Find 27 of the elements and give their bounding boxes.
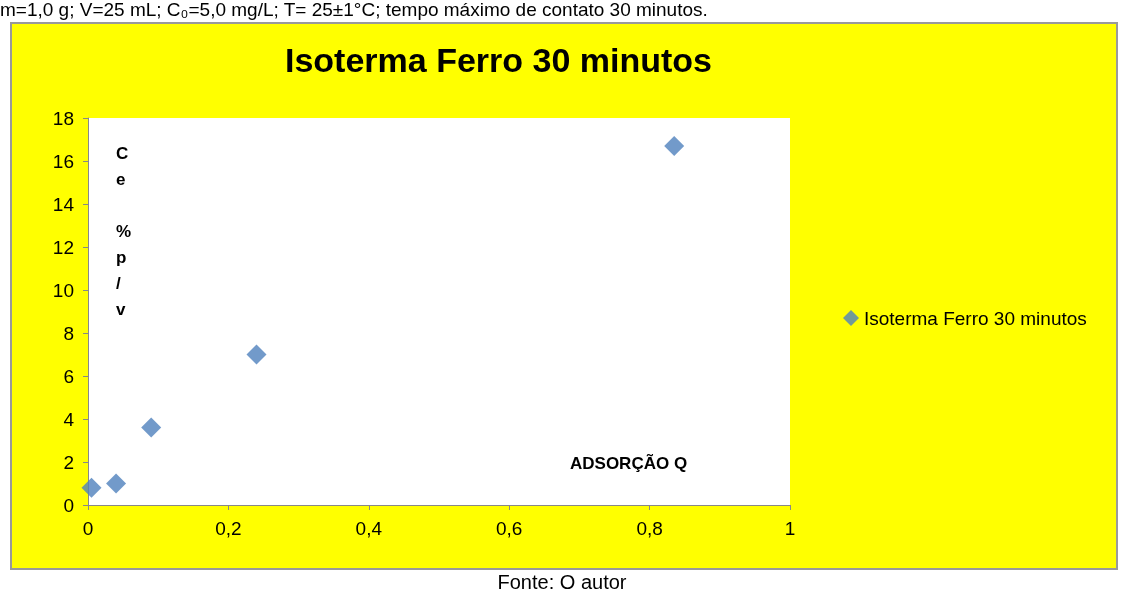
point — [664, 135, 685, 156]
text: Ce %p/v — [116, 143, 132, 319]
legend-label: Isoterma Ferro 30 minutos — [864, 307, 1087, 329]
y-tick-label: 14 — [52, 193, 75, 215]
x-tick-label: 0,6 — [495, 518, 523, 539]
text: m=1,0 g; V=25 mL; C₀=5,0 mg/L; T= 25±1°C; tempo máximo de contato 30 minutos. — [0, 0, 708, 20]
y-tick-label: 8 — [63, 322, 74, 344]
point — [246, 344, 267, 365]
y-tick-label: 2 — [63, 451, 74, 473]
x-tick-label: 1 — [784, 518, 796, 539]
y-tick-label: 18 — [52, 107, 74, 129]
y-tick-label: 10 — [52, 279, 74, 301]
x-tick-label: 0,8 — [636, 518, 663, 539]
x-tick-label: 0,4 — [355, 518, 383, 539]
y-tick-label: 0 — [63, 494, 74, 516]
y-tick-label: 6 — [63, 365, 74, 387]
chart-title: Isoterma Ferro 30 minutos — [285, 41, 713, 79]
point — [81, 477, 102, 498]
point — [141, 417, 162, 438]
x-tick-label: 0 — [82, 518, 94, 539]
y-tick-label: 4 — [63, 408, 75, 430]
point — [106, 473, 127, 494]
source-note: Fonte: O autor — [497, 571, 627, 593]
y-tick-label: 12 — [52, 236, 74, 258]
y-tick-label: 16 — [52, 150, 74, 172]
x-tick-label: 0,2 — [215, 518, 242, 539]
x-axis-title: ADSORÇÃO Q — [570, 453, 688, 473]
